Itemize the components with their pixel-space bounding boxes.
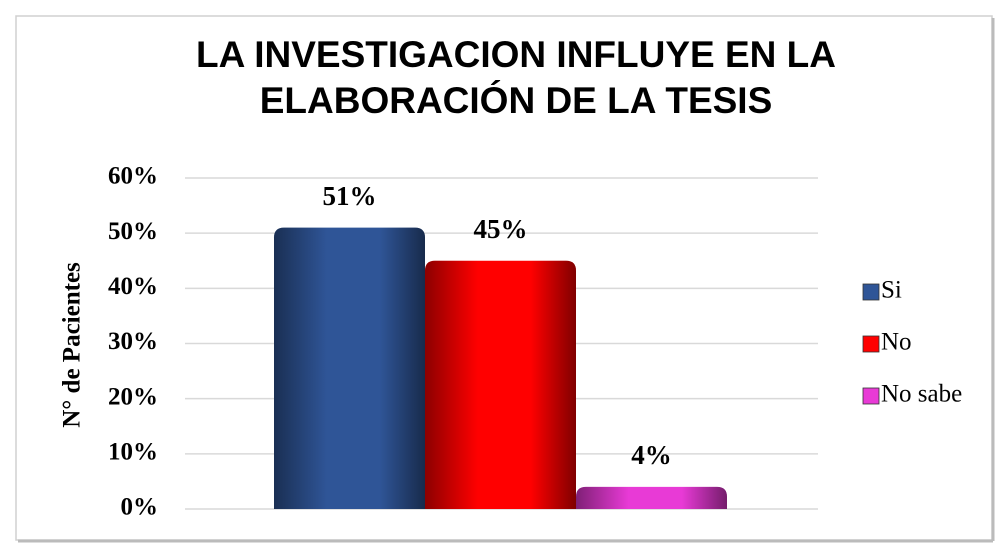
- data-label: 51%: [323, 181, 377, 211]
- y-axis-label: N° de Pacientes: [59, 262, 86, 428]
- legend-marker: [862, 283, 880, 301]
- legend-label: Si: [881, 277, 902, 304]
- data-label: 4%: [631, 440, 672, 470]
- bar-shade: [274, 227, 425, 509]
- y-tick-label: 20%: [108, 383, 158, 410]
- legend-label: No: [881, 329, 912, 356]
- bar-shade: [425, 260, 576, 509]
- chart-title: LA INVESTIGACION INFLUYE EN LA ELABORACIÓ…: [196, 34, 836, 121]
- y-tick-label: 50%: [108, 218, 158, 245]
- y-tick-label: 30%: [108, 328, 158, 355]
- y-tick-label: 0%: [121, 494, 159, 521]
- y-tick-label: 10%: [108, 439, 158, 466]
- legend-marker: [862, 387, 880, 405]
- y-tick-label: 60%: [108, 163, 158, 190]
- data-label: 45%: [474, 214, 528, 244]
- legend-label: No sabe: [881, 381, 962, 408]
- y-tick-label: 40%: [108, 273, 158, 300]
- bar-shade: [576, 486, 727, 509]
- legend-marker: [862, 335, 880, 353]
